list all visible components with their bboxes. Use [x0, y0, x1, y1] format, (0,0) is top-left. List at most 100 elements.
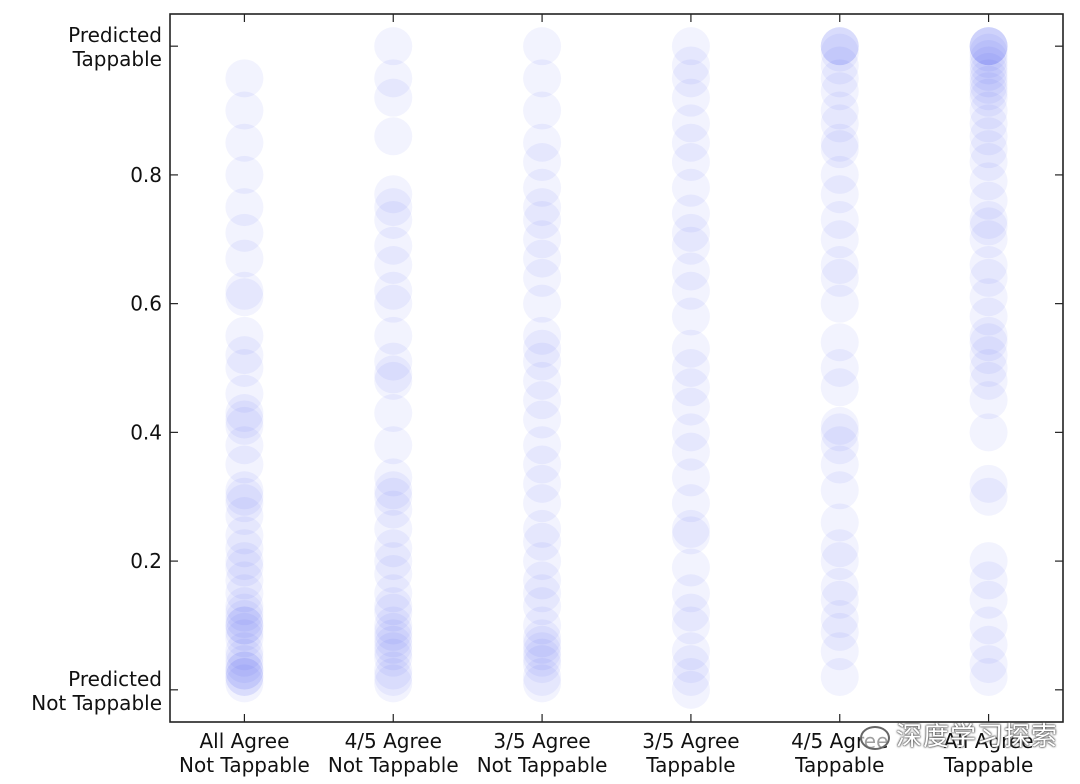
- data-point-0-39: [225, 155, 264, 194]
- data-point-0-34: [225, 278, 264, 317]
- data-point-2-21: [523, 342, 562, 381]
- data-point-3-1: [671, 657, 710, 696]
- data-point-4-10: [820, 445, 859, 484]
- data-point-3-12: [671, 432, 710, 471]
- y-tick-label-1: 0.4: [130, 420, 162, 444]
- data-point-3-0: [671, 670, 710, 709]
- data-point-4-23: [820, 155, 859, 194]
- data-point-0-14: [225, 587, 264, 626]
- data-point-3-2: [671, 645, 710, 684]
- data-point-4-11: [820, 426, 859, 465]
- data-point-0-25: [225, 445, 264, 484]
- data-point-2-0: [523, 664, 562, 703]
- data-point-1-36: [374, 27, 413, 66]
- data-point-4-18: [820, 258, 859, 297]
- data-point-4-16: [820, 323, 859, 362]
- data-point-4-33: [820, 27, 859, 66]
- data-point-0-24: [225, 471, 264, 510]
- data-point-1-1: [374, 657, 413, 696]
- y-tick-label-0: 0.2: [130, 549, 162, 573]
- data-point-0-26: [225, 426, 264, 465]
- data-point-1-12: [374, 554, 413, 593]
- data-point-2-20: [523, 361, 562, 400]
- data-point-5-28: [969, 104, 1008, 143]
- data-point-1-0: [374, 664, 413, 703]
- data-point-0-32: [225, 336, 264, 375]
- data-point-5-18: [969, 258, 1008, 297]
- data-point-3-6: [671, 574, 710, 613]
- data-point-5-36: [969, 40, 1008, 79]
- data-point-4-0: [820, 657, 859, 696]
- data-point-0-20: [225, 516, 264, 555]
- data-point-2-14: [523, 484, 562, 523]
- data-point-3-5: [671, 593, 710, 632]
- data-point-5-10: [969, 381, 1008, 420]
- data-point-4-5: [820, 567, 859, 606]
- data-point-1-25: [374, 316, 413, 355]
- data-point-0-8: [225, 619, 264, 658]
- data-point-5-14: [969, 323, 1008, 362]
- x-category-label-1-line1: 4/5 Agree: [345, 729, 442, 753]
- points-layer: [225, 27, 1008, 709]
- x-category-label-1-line2: Not Tappable: [328, 753, 459, 777]
- data-point-2-17: [523, 426, 562, 465]
- data-point-0-12: [225, 600, 264, 639]
- data-point-3-19: [671, 271, 710, 310]
- data-point-5-24: [969, 162, 1008, 201]
- data-point-4-1: [820, 632, 859, 671]
- data-point-0-6: [225, 638, 264, 677]
- data-point-2-8: [523, 587, 562, 626]
- data-point-0-33: [225, 316, 264, 355]
- data-point-5-25: [969, 143, 1008, 182]
- data-point-4-31: [820, 33, 859, 72]
- data-point-5-29: [969, 91, 1008, 130]
- data-point-1-27: [374, 271, 413, 310]
- data-point-4-2: [820, 612, 859, 651]
- data-point-4-25: [820, 123, 859, 162]
- data-point-4-22: [820, 175, 859, 214]
- data-point-2-16: [523, 445, 562, 484]
- data-point-2-2: [523, 645, 562, 684]
- data-point-0-13: [225, 593, 264, 632]
- data-point-5-1: [969, 645, 1008, 684]
- data-point-0-10: [225, 606, 264, 645]
- data-point-4-13: [820, 406, 859, 445]
- data-point-4-34: [820, 27, 859, 66]
- data-point-2-25: [523, 258, 562, 297]
- data-point-4-27: [820, 91, 859, 130]
- data-point-4-20: [820, 220, 859, 259]
- data-point-2-33: [523, 91, 562, 130]
- data-point-5-21: [969, 207, 1008, 246]
- data-point-3-30: [671, 46, 710, 85]
- data-point-2-30: [523, 168, 562, 207]
- data-point-4-24: [820, 130, 859, 169]
- data-point-3-25: [671, 143, 710, 182]
- data-point-1-11: [374, 574, 413, 613]
- axis-labels: 0.20.40.60.8PredictedTappablePredictedNo…: [31, 23, 1033, 777]
- data-point-5-16: [969, 297, 1008, 336]
- data-point-5-41: [969, 27, 1008, 66]
- data-point-5-39: [969, 27, 1008, 66]
- data-point-3-26: [671, 123, 710, 162]
- data-point-5-4: [969, 580, 1008, 619]
- data-point-0-15: [225, 574, 264, 613]
- data-point-1-8: [374, 606, 413, 645]
- data-point-0-7: [225, 632, 264, 671]
- data-point-0-2: [225, 657, 264, 696]
- data-point-5-26: [969, 130, 1008, 169]
- data-point-3-28: [671, 78, 710, 117]
- data-point-5-27: [969, 117, 1008, 156]
- data-point-2-26: [523, 239, 562, 278]
- data-point-4-15: [820, 349, 859, 387]
- data-point-1-14: [374, 529, 413, 568]
- data-point-0-22: [225, 484, 264, 523]
- data-point-2-18: [523, 400, 562, 439]
- data-point-4-17: [820, 284, 859, 323]
- data-point-0-11: [225, 606, 264, 645]
- data-point-5-7: [969, 477, 1008, 516]
- data-point-0-38: [225, 188, 264, 227]
- data-point-0-18: [225, 542, 264, 581]
- data-point-0-3: [225, 651, 264, 690]
- x-category-label-0-line2: Not Tappable: [179, 753, 310, 777]
